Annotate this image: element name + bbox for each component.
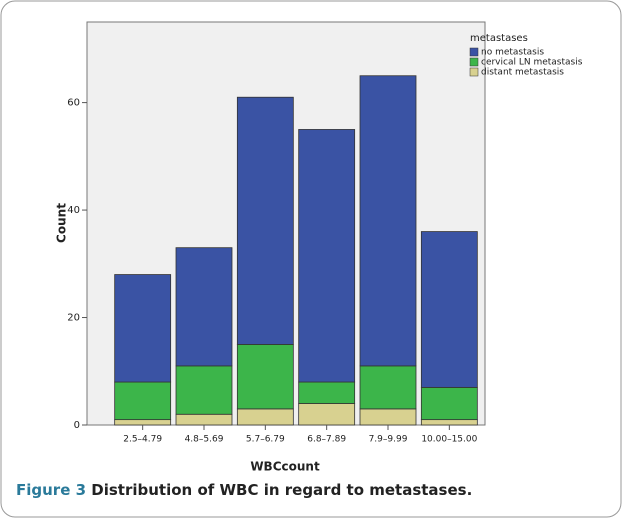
bar-segment [114,274,172,383]
bar-segment [298,403,356,426]
x-tick-label: 4.8–5.69 [185,435,224,445]
caption-label: Figure 3 [16,481,86,499]
y-tick-label: 40 [67,205,80,216]
caption: Figure 3 Distribution of WBC in regard t… [16,481,472,499]
y-tick-label: 0 [74,420,80,431]
legend-swatch [469,57,479,67]
bar-segment [114,419,172,426]
bar-segment [359,75,417,367]
x-axis-label: WBCcount [250,460,320,474]
x-tick-label: 5.7–6.79 [246,435,285,445]
caption-text: Distribution of WBC in regard to metasta… [91,481,472,499]
bar-segment [298,381,356,404]
legend-title: metastases [470,33,528,44]
bar-segment [420,386,478,421]
bar-segment [359,365,417,410]
bar-segment [420,419,478,426]
y-axis-label: Count [55,203,69,243]
bar-segment [175,365,233,415]
bar-segment [298,129,356,383]
bar-segment [236,343,294,410]
x-tick-label: 6.8–7.89 [307,435,346,445]
x-tick-label: 10.00–15.00 [421,435,477,445]
bar-segment [175,413,233,426]
legend-swatch [469,47,479,57]
x-tick-label: 2.5–4.79 [123,435,162,445]
bar-segment [359,408,417,426]
y-tick-label: 60 [67,98,80,109]
legend-swatch [469,67,479,77]
bar-segment [236,96,294,345]
bar-segment [236,408,294,426]
legend-label: cervical LN metastasis [481,58,583,68]
y-tick-label: 20 [67,313,80,324]
legend-label: distant metastasis [481,68,564,78]
x-tick-label: 7.9–9.99 [369,435,408,445]
legend-label: no metastasis [481,48,544,58]
bar-segment [420,231,478,388]
bar-segment [175,247,233,367]
bar-segment [114,381,172,421]
